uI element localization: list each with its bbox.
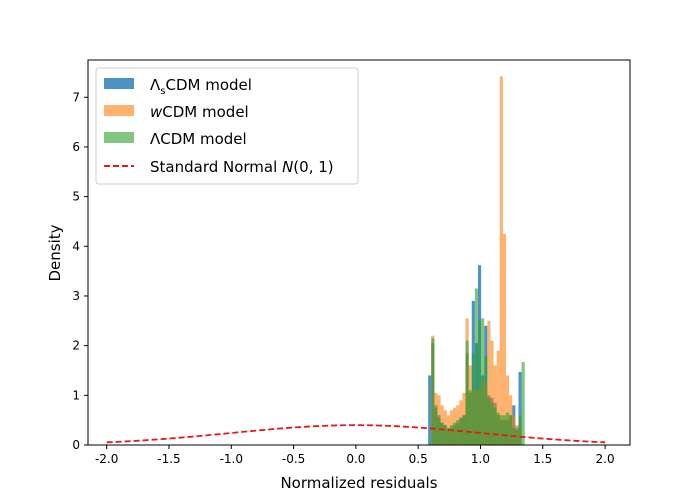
histogram-bar-series2-2 <box>437 417 441 445</box>
legend-label-wcdm: wCDM model <box>150 103 249 121</box>
histogram-bar-series1-20 <box>493 365 497 445</box>
histogram-bar-series2-5 <box>446 427 450 445</box>
histogram-bar-series2-10 <box>462 415 466 445</box>
bars-layer <box>428 76 525 445</box>
x-axis: -2.0 -1.5 -1.0 -0.5 0.0 0.5 1.0 1.5 2.0 <box>95 445 615 466</box>
y-tick-label: 2 <box>72 339 80 353</box>
histogram-bar-series2-8 <box>456 420 460 445</box>
histogram-bar-series2-4 <box>443 425 447 445</box>
legend-swatch-wcdm <box>104 105 134 116</box>
histogram-bar-series2-28 <box>518 415 522 445</box>
x-tick-label: 2.0 <box>596 452 615 466</box>
x-tick-label: -2.0 <box>95 452 118 466</box>
x-tick-label: 1.5 <box>533 452 552 466</box>
histogram-bar-series0-0 <box>428 375 432 445</box>
x-tick-label: -1.0 <box>220 452 243 466</box>
histogram-bar-series2-23 <box>502 415 507 445</box>
y-axis: 0 1 2 3 4 5 6 7 <box>72 90 88 452</box>
histogram-bar-series1-24 <box>506 375 510 445</box>
histogram-bar-series2-19 <box>490 402 494 445</box>
curve-layer <box>106 424 606 444</box>
x-tick-label: 1.0 <box>471 452 490 466</box>
histogram-bar-series2-14 <box>474 288 478 445</box>
x-tick-label: -0.5 <box>282 452 305 466</box>
y-tick-label: 5 <box>72 190 80 204</box>
y-tick-label: 4 <box>72 239 80 253</box>
y-tick-label: 3 <box>72 289 80 303</box>
histogram-bar-series0-29 <box>518 371 522 445</box>
histogram-bar-series2-7 <box>453 422 457 445</box>
legend-swatch-lambda-s <box>104 78 134 89</box>
histogram-bar-series2-13 <box>471 353 475 445</box>
histogram-bar-series2-24 <box>506 412 510 445</box>
legend-frame <box>95 67 359 185</box>
histogram-bar-series2-22 <box>499 415 503 445</box>
y-tick-label: 7 <box>72 90 80 104</box>
legend-label-normal: Standard Normal N(0, 1) <box>150 158 334 176</box>
histogram-bar-series2-12 <box>468 390 472 445</box>
x-tick-label: -1.5 <box>157 452 180 466</box>
histogram-bar-series1-23 <box>502 233 507 445</box>
histogram-bar-series2-25 <box>509 415 513 445</box>
histogram-bar-series1-18 <box>487 320 491 445</box>
legend: ΛsCDM model wCDM model ΛCDM model Standa… <box>95 67 359 185</box>
x-axis-label: Normalized residuals <box>280 474 437 492</box>
histogram-bar-series2-18 <box>487 397 491 445</box>
histogram-bar-series2-1 <box>434 407 438 445</box>
histogram-bar-series1-22 <box>499 76 503 445</box>
histogram-bar-series2-16 <box>481 318 485 445</box>
y-axis-label: Density <box>46 224 64 281</box>
histogram-bar-series2-0 <box>431 338 435 445</box>
histogram-bar-series2-17 <box>484 355 488 445</box>
histogram-bar-series2-21 <box>496 412 500 445</box>
y-tick-label: 1 <box>72 388 80 402</box>
y-tick-label: 6 <box>72 140 80 154</box>
histogram-bar-series2-3 <box>440 422 444 445</box>
legend-label-lcdm: ΛCDM model <box>150 130 247 148</box>
x-tick-label: 0.5 <box>409 452 428 466</box>
normal-curve <box>106 424 606 444</box>
histogram-bar-series2-15 <box>477 320 482 445</box>
legend-swatch-lcdm <box>104 132 134 143</box>
histogram-bar-series2-20 <box>493 407 497 445</box>
y-tick-label: 0 <box>72 438 80 452</box>
histogram-bar-series2-6 <box>449 425 454 445</box>
histogram-bar-series2-29 <box>521 362 525 445</box>
histogram-bar-series1-21 <box>496 350 500 445</box>
histogram-bar-series2-27 <box>515 430 519 445</box>
x-tick-label: 0.0 <box>346 452 365 466</box>
histogram-bar-series1-19 <box>490 340 494 445</box>
histogram-bar-series2-11 <box>465 340 469 445</box>
legend-label-lambda-s: ΛsCDM model <box>150 76 252 97</box>
plot-frame <box>87 59 631 446</box>
